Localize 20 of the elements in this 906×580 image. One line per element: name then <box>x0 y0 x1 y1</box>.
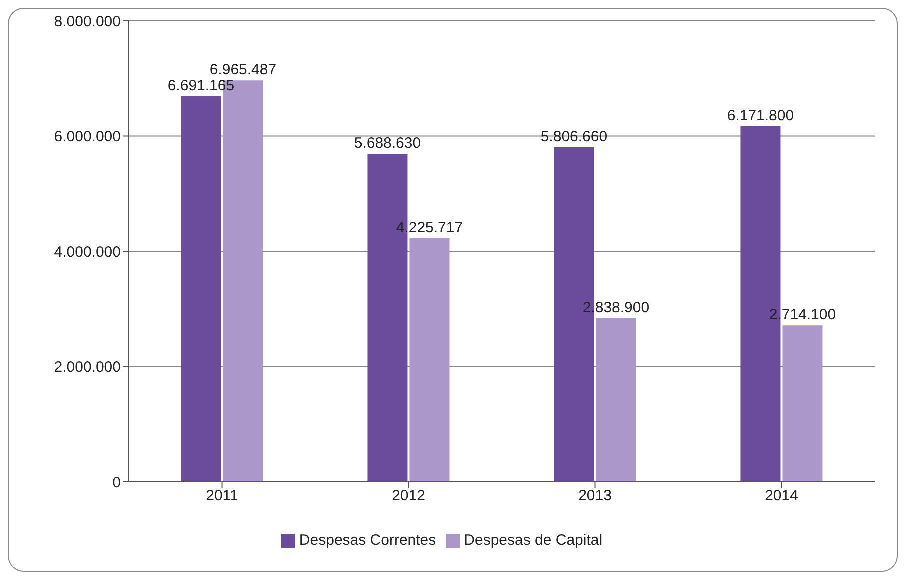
bar <box>410 238 450 482</box>
y-tick-label: 4.000.000 <box>54 244 121 261</box>
x-tick-label: 2012 <box>392 488 426 505</box>
bar <box>596 318 636 482</box>
y-tick-label: 0 <box>112 474 121 492</box>
y-tick-label: 8.000.000 <box>54 13 121 30</box>
data-label: 6.691.165 <box>168 77 235 94</box>
data-label: 5.688.630 <box>354 135 422 152</box>
bar <box>181 96 222 482</box>
y-tick-label: 2.000.000 <box>54 359 121 376</box>
x-tick-label: 2014 <box>765 488 798 505</box>
data-label: 5.806.660 <box>540 128 608 146</box>
bar <box>782 326 823 482</box>
y-tick-label: 6.000.000 <box>54 128 121 146</box>
legend-label: Despesas de Capital <box>464 532 603 549</box>
x-tick-label: 2013 <box>578 488 612 505</box>
x-tick-label: 2011 <box>206 488 238 505</box>
data-label: 6.965.487 <box>210 62 277 79</box>
data-label: 6.171.800 <box>727 107 794 124</box>
legend-label: Despesas Correntes <box>299 532 436 549</box>
